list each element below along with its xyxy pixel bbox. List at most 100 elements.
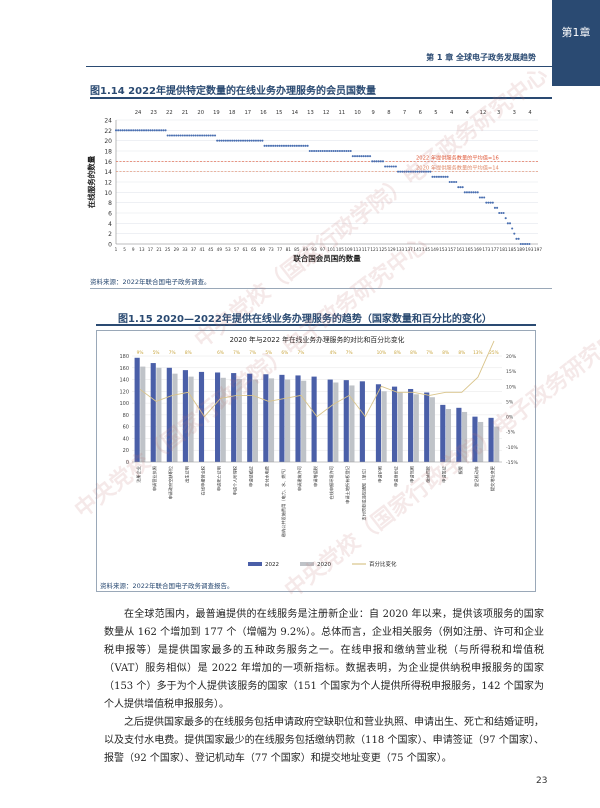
x-axis-label: 联合国会员国的数量: [293, 253, 361, 263]
data-point: [511, 227, 514, 230]
x-category-label: 支付罚款或违规通知（单位）: [360, 466, 367, 520]
data-point: [353, 155, 357, 158]
data-point: [125, 129, 128, 132]
bar-2020: [188, 376, 194, 462]
x-tick-label: 177: [491, 247, 499, 252]
header-divider: [86, 66, 552, 67]
data-point: [409, 170, 413, 173]
data-point: [347, 149, 350, 153]
y-tick-label: 22: [104, 128, 112, 135]
legend-swatch: [300, 562, 314, 566]
x-tick-label: 105: [336, 247, 344, 252]
segment-count-label: 4: [450, 110, 454, 116]
data-point: [437, 175, 441, 178]
x-tick-label: 25: [165, 247, 171, 252]
bar-2020: [252, 379, 258, 462]
segment-count-label: 19: [213, 110, 220, 116]
x-tick-label: 113: [353, 247, 361, 252]
data-point: [261, 139, 264, 142]
data-point: [117, 129, 120, 132]
data-point: [276, 144, 279, 147]
y-tick-label: 4: [108, 221, 112, 228]
pct-label: 7%: [233, 350, 240, 356]
data-point: [177, 134, 180, 137]
x-tick-label: 37: [191, 247, 197, 252]
data-point: [302, 144, 305, 147]
data-point: [506, 222, 509, 225]
segment-count-label: 3: [513, 110, 516, 116]
y-tick-label: 16: [104, 159, 112, 166]
bar-2020: [220, 377, 226, 462]
pct-label: 8%: [394, 350, 401, 356]
bar-2022: [343, 380, 349, 462]
data-point: [269, 144, 273, 147]
data-point: [241, 139, 245, 142]
bar-2022: [327, 379, 333, 462]
data-point: [259, 139, 262, 142]
pct-label: 8%: [410, 350, 417, 356]
data-point: [373, 160, 376, 163]
data-point: [291, 144, 294, 147]
x-tick-label: 137: [405, 247, 413, 252]
data-point: [397, 170, 400, 173]
x-tick-label: 65: [251, 247, 257, 252]
data-point: [153, 129, 156, 132]
y2-tick-label: -5%: [506, 430, 516, 436]
bar-2022: [182, 370, 188, 462]
data-point: [220, 139, 223, 142]
legend-swatch: [248, 562, 262, 566]
data-point: [381, 160, 385, 163]
pct-label: 7%: [297, 350, 304, 356]
pct-label: 9%: [137, 350, 144, 356]
x-tick-label: 81: [286, 247, 292, 252]
data-point: [371, 160, 374, 163]
figure1-title-underline: [90, 97, 552, 99]
x-tick-label: 157: [448, 247, 456, 252]
data-point: [315, 149, 318, 153]
bar-2022: [166, 367, 172, 462]
data-point: [278, 144, 281, 147]
y-axis-label: 在线服务的数量: [86, 155, 96, 208]
bar-2020: [397, 392, 403, 462]
data-point: [295, 144, 298, 147]
bar-2020: [140, 366, 146, 462]
data-point: [239, 139, 242, 142]
data-point: [272, 144, 275, 147]
data-point: [330, 149, 333, 153]
x-tick-label: 173: [482, 247, 490, 252]
x-tick-label: 193: [525, 247, 533, 252]
data-point: [134, 129, 137, 132]
data-point: [121, 129, 124, 132]
data-point: [254, 139, 257, 142]
bar-2022: [488, 417, 494, 462]
segment-count-label: 3: [497, 110, 500, 116]
data-point: [285, 144, 288, 147]
segment-count-label: 11: [339, 110, 346, 116]
x-category-label: 申请营业执照: [151, 466, 158, 491]
pct-label: 25%: [489, 350, 499, 356]
bar-2020: [301, 380, 307, 462]
data-point: [209, 134, 212, 137]
y-tick-label: 6: [108, 211, 112, 218]
data-point: [231, 139, 234, 142]
y2-tick-label: 15%: [506, 369, 517, 375]
data-point: [158, 129, 161, 132]
x-category-label: 提交地址变更: [489, 465, 496, 491]
x-category-label: 申请个人所得税: [232, 465, 239, 495]
segment-count-label: 20: [197, 110, 204, 116]
data-point: [375, 160, 378, 163]
data-point: [513, 232, 516, 235]
body-paragraph-2: 之后提供国家最多的在线服务包括申请政府空缺职位和营业执照、申请出生、死亡和结婚证…: [104, 717, 544, 764]
data-point: [422, 170, 425, 173]
y2-tick-label: 20%: [506, 354, 517, 360]
x-tick-label: 97: [320, 247, 326, 252]
y-tick-label: 120: [119, 389, 129, 395]
x-tick-label: 101: [327, 247, 335, 252]
data-point: [508, 222, 512, 225]
data-point: [394, 165, 397, 168]
data-point: [325, 149, 329, 153]
data-point: [280, 144, 283, 147]
x-category-label: 申请签证: [441, 465, 448, 483]
segment-count-label: 21: [182, 110, 189, 116]
data-point: [455, 180, 458, 184]
